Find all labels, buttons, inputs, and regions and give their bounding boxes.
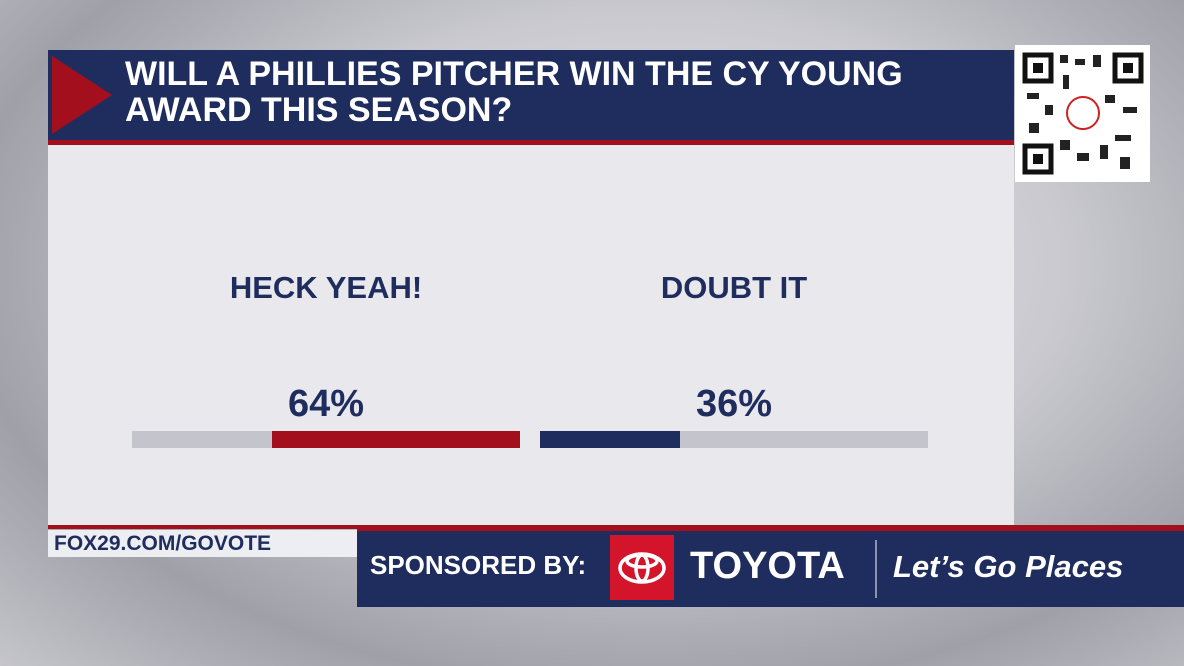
value-label: 64% [287,383,365,425]
sponsor-bar [357,527,1184,607]
chart-title: WILL A PHILLIES PITCHER WIN THE CY YOUNG… [125,55,903,129]
bar [540,431,680,448]
qr-code [1015,45,1150,182]
bar [271,431,520,448]
bar-track [132,431,520,448]
sponsor-logo [610,535,674,600]
qr-pattern [1022,52,1144,175]
logo-mark [618,552,666,584]
category-label: DOUBT IT [660,270,808,305]
separator [875,540,877,598]
sponsor-name: TOYOTA [690,545,845,587]
url: FOX29.COM/GOVOTE [48,530,357,557]
bar-track [540,431,928,448]
arrow-icon [52,56,112,134]
value-label: 36% [695,383,773,425]
header [48,50,1014,145]
sponsor-label: SPONSORED BY: [370,550,587,580]
category-label: HECK YEAH! [229,270,423,305]
slogan: Let’s Go Places [893,549,1124,584]
